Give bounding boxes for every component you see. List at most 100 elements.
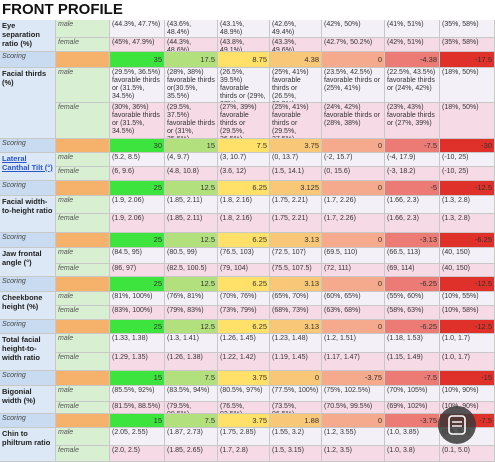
score-cell: 0 (322, 233, 385, 248)
range-cell: (82.5, 100.5) (165, 264, 218, 277)
score-cell: 3.125 (270, 181, 322, 196)
range-cell: (68%, 73%) (270, 306, 322, 320)
scan-icon[interactable] (437, 405, 477, 445)
score-cell: 3.75 (218, 371, 270, 386)
score-cell: -17.5 (440, 52, 495, 68)
scoring-label: Scoring (0, 52, 56, 68)
range-cell: (43.6%, 48.4%) (165, 20, 218, 38)
score-cell: -6.25 (440, 233, 495, 248)
range-cell: (26.5%, 39.5%) favorable thirds or (29%,… (218, 68, 270, 103)
sex-label: male (56, 153, 110, 167)
range-cell: (35%, 58%) (440, 38, 495, 52)
range-cell: (73%, 79%) (218, 306, 270, 320)
scoring-spacer (56, 181, 110, 196)
range-cell: (42.6%, 49.4%) (270, 20, 322, 38)
range-cell: (86, 97) (110, 264, 165, 277)
sex-label: male (56, 20, 110, 38)
range-cell: (23%, 43%) favorable thirds or (27%, 39%… (385, 103, 440, 139)
range-cell: (60%, 65%) (322, 292, 385, 306)
sex-label: female (56, 167, 110, 181)
score-cell: -7.5 (385, 371, 440, 386)
scoring-label: Scoring (0, 277, 56, 292)
range-cell: (42%, 50%) (322, 20, 385, 38)
score-cell: 3.13 (270, 233, 322, 248)
range-cell: (66.5, 113) (385, 248, 440, 264)
scoring-label: Scoring (0, 371, 56, 386)
score-cell: 1.88 (270, 414, 322, 428)
range-cell: (1.7, 2.26) (322, 214, 385, 233)
scoring-spacer (56, 414, 110, 428)
range-cell: (79.5%, 90.5%) (165, 402, 218, 414)
sex-label: female (56, 306, 110, 320)
range-cell: (22.5%, 43.5%) favorable thirds or (24%,… (385, 68, 440, 103)
score-cell: 17.5 (165, 52, 218, 68)
range-cell: (28%, 38%) favorable thirds or(30.5%, 35… (165, 68, 218, 103)
range-cell: (1.2, 1.51) (322, 334, 385, 353)
range-cell: (10%, 58%) (440, 306, 495, 320)
range-cell: (69%, 102%) (385, 402, 440, 414)
range-cell: (76%, 81%) (165, 292, 218, 306)
range-cell: (69.5, 110) (322, 248, 385, 264)
range-cell: (70%, 76%) (218, 292, 270, 306)
metric-label: Eye separation ratio (%) (0, 20, 56, 52)
score-cell: 0 (322, 277, 385, 292)
range-cell: (75.5, 107.5) (270, 264, 322, 277)
range-cell: (0.1, 5.0) (440, 446, 495, 462)
range-cell: (72, 111) (322, 264, 385, 277)
score-cell: 0 (322, 139, 385, 153)
range-cell: (3.6, 12) (218, 167, 270, 181)
range-cell: (83%, 100%) (110, 306, 165, 320)
metric-label: Cheekbone height (%) (0, 292, 56, 320)
score-cell: 25 (110, 181, 165, 196)
scoring-label: Scoring (0, 233, 56, 248)
range-cell: (43.8%, 49.1%) (218, 38, 270, 52)
range-cell: (1.22, 1.42) (218, 353, 270, 371)
range-cell: (42.7%, 50.2%) (322, 38, 385, 52)
range-cell: (1.3, 1.41) (165, 334, 218, 353)
score-cell: 25 (110, 320, 165, 334)
range-cell: (1.0, 1.7) (440, 353, 495, 371)
score-cell: 30 (110, 139, 165, 153)
score-cell: 4.38 (270, 52, 322, 68)
score-cell: -7.5 (385, 139, 440, 153)
score-cell: 15 (110, 414, 165, 428)
range-cell: (4.8, 10.8) (165, 167, 218, 181)
sex-label: male (56, 386, 110, 402)
range-cell: (76.5%, 93.5%) (218, 402, 270, 414)
sex-label: male (56, 428, 110, 446)
score-cell: 3.13 (270, 277, 322, 292)
sex-label: female (56, 353, 110, 371)
range-cell: (1.8, 2.16) (218, 214, 270, 233)
range-cell: (84.5, 95) (110, 248, 165, 264)
range-cell: (1.26, 1.38) (165, 353, 218, 371)
range-cell: (1.75, 2.85) (218, 428, 270, 446)
range-cell: (1.7, 2.8) (218, 446, 270, 462)
scoring-label: Scoring (0, 181, 56, 196)
range-cell: (1.33, 1.38) (110, 334, 165, 353)
range-cell: (1.0, 1.7) (440, 334, 495, 353)
range-cell: (10%, 55%) (440, 292, 495, 306)
range-cell: (58%, 63%) (385, 306, 440, 320)
range-cell: (1.3, 2.8) (440, 214, 495, 233)
sex-label: female (56, 264, 110, 277)
range-cell: (1.15, 1.49) (385, 353, 440, 371)
range-cell: (1.9, 2.06) (110, 196, 165, 214)
score-cell: 8.75 (218, 52, 270, 68)
range-cell: (75%, 102.5%) (322, 386, 385, 402)
range-cell: (23.5%, 42.5%) favorable thirds or (25%,… (322, 68, 385, 103)
scoring-spacer (56, 139, 110, 153)
range-cell: (35%, 58%) (440, 20, 495, 38)
metric-label: Bigonial width (%) (0, 386, 56, 414)
score-cell: 6.25 (218, 233, 270, 248)
score-cell: -12.5 (440, 181, 495, 196)
range-cell: (1.0, 3.8) (385, 446, 440, 462)
sex-label: female (56, 402, 110, 414)
range-cell: (29.5%, 37.5%) favorable thirds or (31%,… (165, 103, 218, 139)
sex-label: female (56, 446, 110, 462)
range-cell: (1.29, 1.35) (110, 353, 165, 371)
range-cell: (43.1%, 48.9%) (218, 20, 270, 38)
sex-label: female (56, 214, 110, 233)
range-cell: (1.18, 1.53) (385, 334, 440, 353)
range-cell: (43.3%, 49.6%) (270, 38, 322, 52)
